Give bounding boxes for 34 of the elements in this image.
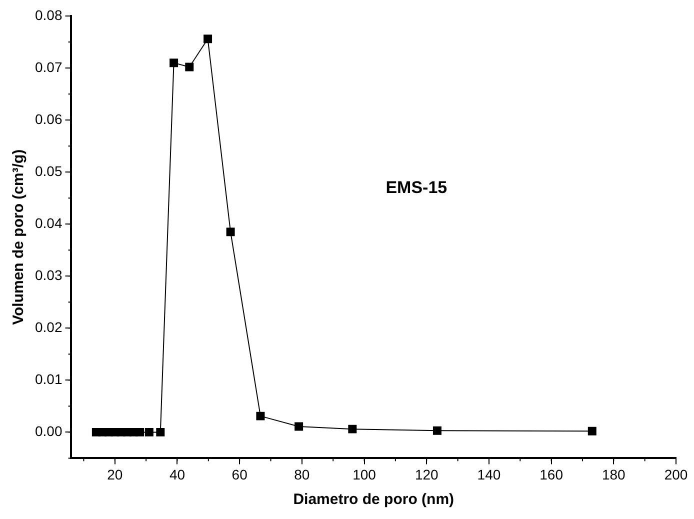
point (348, 424, 357, 434)
point (294, 422, 304, 431)
x-tick-label: 100 (352, 466, 376, 482)
point (144, 428, 154, 436)
y-tick-label: 0.08 (35, 6, 62, 23)
point (136, 428, 144, 436)
point (170, 58, 178, 68)
y-tick-label: 0.02 (35, 319, 62, 335)
x-tick-label: 20 (107, 466, 123, 482)
x-tick-label: 120 (414, 466, 439, 482)
x-tick-label: 200 (664, 466, 688, 482)
point (204, 34, 212, 44)
x-tick-label: 40 (169, 466, 186, 482)
y-tick-label: 0.00 (35, 423, 62, 440)
y-tick-label: 0.06 (35, 110, 62, 127)
x-tick-label: 180 (602, 466, 626, 482)
point (185, 62, 194, 72)
y-tick-label: 0.03 (35, 266, 62, 283)
y-tick-label: 0.04 (35, 214, 62, 231)
point (588, 426, 596, 436)
x-tick-label: 60 (232, 466, 248, 482)
x-tick-label: 140 (477, 466, 501, 482)
x-tick-label: 160 (540, 466, 564, 482)
x-axis-title: Diametro de poro (nm) (293, 491, 454, 508)
annotation: EMS-15 (386, 178, 448, 198)
y-tick-label: 0.01 (35, 371, 62, 388)
point (156, 428, 165, 436)
x-tick-label: 80 (294, 466, 310, 482)
y-axis-title: Volumen de poro (cm³/g) (10, 149, 28, 325)
point (226, 228, 235, 236)
y-tick-label: 0.07 (35, 58, 62, 75)
y-tick-label: 0.05 (35, 162, 62, 179)
point (432, 426, 442, 435)
point (256, 412, 265, 420)
